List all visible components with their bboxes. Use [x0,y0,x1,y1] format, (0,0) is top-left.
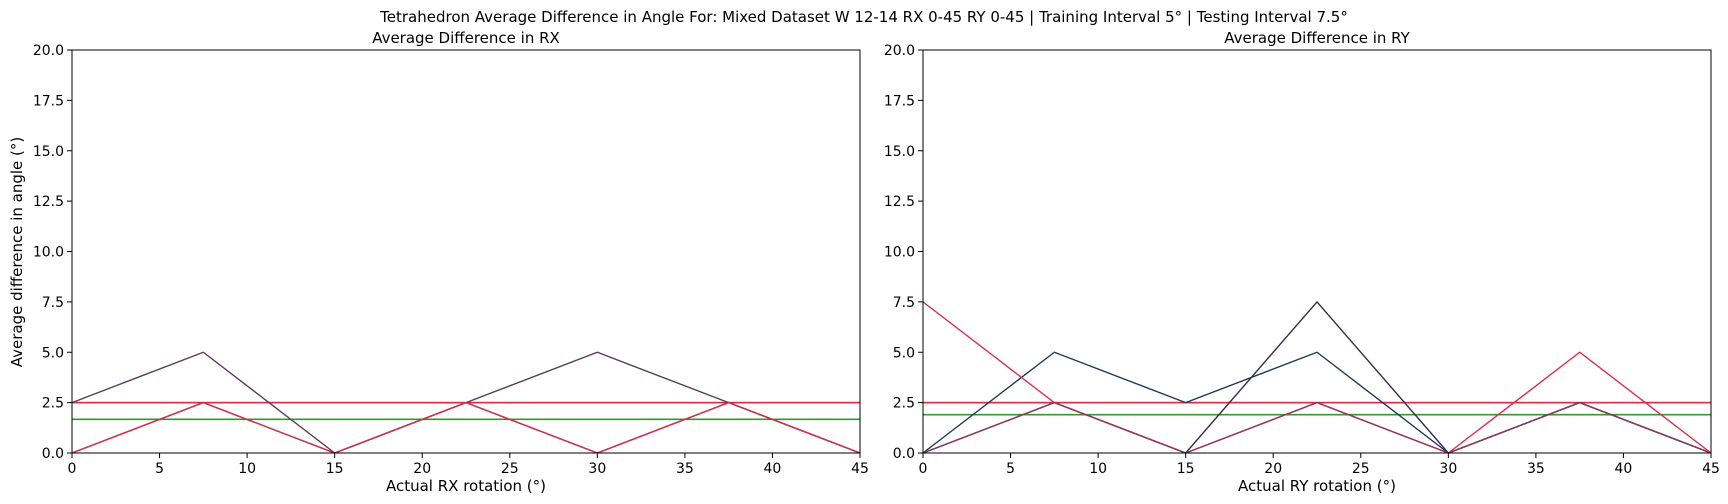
plot-ry-xtick-label: 20 [1264,461,1282,477]
plot-rx-xtick-label: 0 [68,461,77,477]
plot-rx-xtick-label: 45 [851,461,869,477]
plot-ry-frame [922,49,1712,454]
plot-ry-ytick-label: 15.0 [884,144,915,160]
plot-ry-ticks: 0 5 10 15 20 25 30 35 40 45 0.0 2.5 5.0 7.5 10.0 12.5 15… [884,43,1720,477]
plot-ry-xtick-label: 10 [1089,461,1107,477]
plot-ry-ytick-label: 12.5 [884,194,915,210]
plot-rx-ticks: 0 5 10 15 20 25 30 35 40 45 0.0 2.5 5.0 7.5 10.0 12.5 15… [33,43,869,477]
plot-rx-ytick-label: 20.0 [33,43,64,59]
plot-rx-ytick-label: 2.5 [42,396,64,412]
plot-ry-ytick-label: 5.0 [893,345,915,361]
plot-ry-series-2 [922,301,1712,454]
plot-rx-series-2 [71,401,861,454]
plot-ry-ytick-label: 17.5 [884,93,915,109]
plot-ry-xtick-label: 5 [1006,461,1015,477]
plot-rx-xtick-label: 35 [676,461,694,477]
plot-rx-series-1 [71,401,861,454]
plot-ry-ytick-label: 2.5 [893,396,915,412]
plot-ry-marks [922,300,1712,454]
plot-ry-xtick-label: 0 [919,461,928,477]
plot-rx-ytick-label: 12.5 [33,194,64,210]
plot-rx-title: Average Difference in RX [372,29,560,47]
figure-suptitle: Tetrahedron Average Difference in Angle … [379,8,1348,26]
plot-rx-ytick-label: 17.5 [33,93,64,109]
plot-ry-xtick-label: 25 [1352,461,1370,477]
plot-ry-xtick-label: 30 [1439,461,1457,477]
plot-rx-xtick-label: 40 [764,461,782,477]
plot-rx-ytick-label: 7.5 [42,295,64,311]
plot-rx-ytick-label: 5.0 [42,345,64,361]
plot-rx-frame [71,49,861,454]
plot-ry-ytick-label: 7.5 [893,295,915,311]
plot-rx-marks [71,351,861,454]
plot-rx: Average Difference in RX Actual RX rotat… [8,29,869,495]
plot-rx-ytick-label: 10.0 [33,245,64,261]
plot-rx-xtick-label: 30 [588,461,606,477]
plot-ry-series-3 [922,401,1712,454]
plot-rx-ytick-label: 15.0 [33,144,64,160]
plot-ry-series-1 [922,300,1712,454]
plot-rx-xtick-label: 20 [413,461,431,477]
plot-rx-xtick-label: 10 [238,461,256,477]
plot-rx-xlabel: Actual RX rotation (°) [386,477,546,495]
plot-ry-ytick-label: 0.0 [893,446,915,462]
plot-rx-ylabel: Average difference in angle (°) [8,137,26,367]
plot-ry-ytick-label: 10.0 [884,245,915,261]
plot-rx-xtick-label: 15 [326,461,344,477]
plot-rx-ytick-label: 0.0 [42,446,64,462]
plot-rx-xtick-label: 5 [155,461,164,477]
plot-rx-xtick-label: 25 [501,461,519,477]
plot-ry-xlabel: Actual RY rotation (°) [1238,477,1396,495]
plot-ry-ytick-label: 20.0 [884,43,915,59]
plot-ry: Average Difference in RY Actual RY rotat… [884,29,1720,495]
plot-ry-title: Average Difference in RY [1224,29,1410,47]
plot-ry-xtick-label: 40 [1615,461,1633,477]
plot-ry-xtick-label: 45 [1702,461,1720,477]
plot-ry-xtick-label: 15 [1177,461,1195,477]
plot-ry-xtick-label: 35 [1527,461,1545,477]
